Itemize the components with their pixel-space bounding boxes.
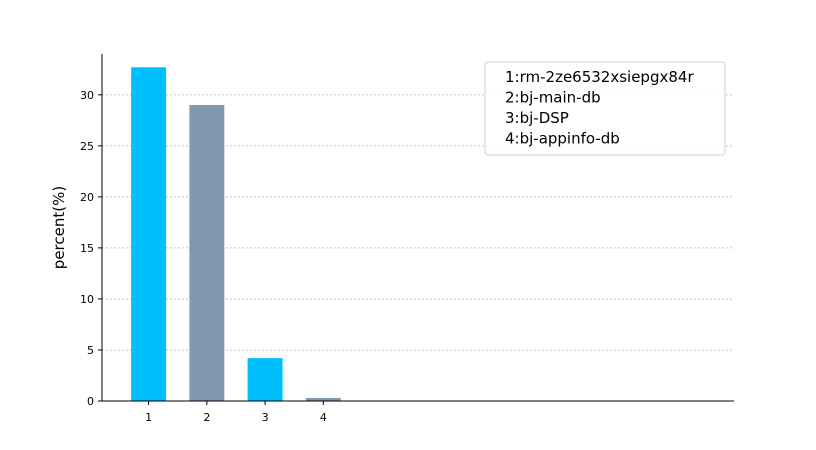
legend: 1:rm-2ze6532xsiepgx84r 2:bj-main-db 3:bj… (484, 61, 726, 156)
bar-2 (189, 105, 225, 401)
y-tick-label-5: 5 (87, 344, 94, 357)
x-tick-label-4: 4 (320, 411, 327, 424)
x-tick-label-2: 2 (203, 411, 210, 424)
legend-entry-1: 1:rm-2ze6532xsiepgx84r (505, 68, 694, 86)
y-tick-label-15: 15 (80, 242, 94, 255)
bars (131, 67, 341, 402)
y-tick-label-10: 10 (80, 293, 94, 306)
legend-entry-2: 2:bj-main-db (505, 89, 601, 107)
y-tick-label-25: 25 (80, 140, 94, 153)
legend-entry-3: 3:bj-DSP (505, 109, 569, 127)
x-tick-label-3: 3 (262, 411, 269, 424)
legend-box (484, 61, 726, 156)
bar-4 (305, 397, 341, 401)
bar-3 (247, 358, 283, 401)
y-axis-label: percent(%) (50, 186, 68, 269)
axes (98, 54, 734, 405)
bar-1 (131, 67, 167, 402)
tick-labels: 0 5 10 15 20 25 30 1 2 3 4 (80, 89, 327, 424)
y-tick-label-30: 30 (80, 89, 94, 102)
y-tick-label-0: 0 (87, 395, 94, 408)
x-tick-label-1: 1 (145, 411, 152, 424)
y-tick-label-20: 20 (80, 191, 94, 204)
legend-entry-4: 4:bj-appinfo-db (505, 130, 620, 148)
